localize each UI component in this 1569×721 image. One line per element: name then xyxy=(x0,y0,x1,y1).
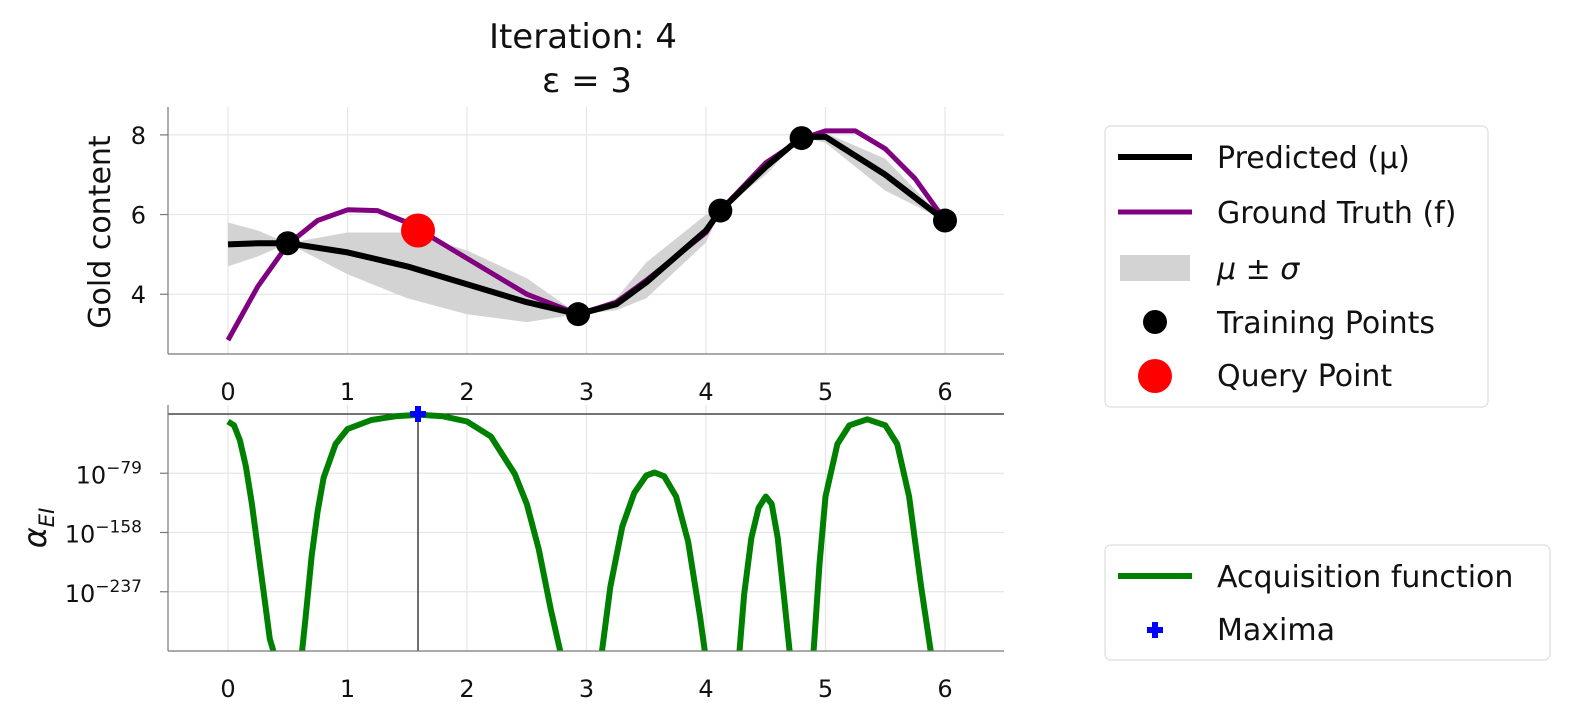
bottom-y-tick-label: 10−158 xyxy=(65,518,142,549)
acquisition-segment xyxy=(736,493,793,652)
top-x-tick-label: 1 xyxy=(340,378,355,406)
acquisition-function-line xyxy=(226,411,934,652)
acquisition-segment xyxy=(810,416,934,652)
acquisition-segment xyxy=(299,411,564,652)
legend-band-label: μ ± σ xyxy=(1216,252,1300,287)
uncertainty-band xyxy=(228,132,945,323)
top-y-tick-label: 8 xyxy=(131,122,146,150)
legend-query-label: Query Point xyxy=(1217,359,1392,394)
top-x-ticks: 0 1 2 3 4 5 6 xyxy=(220,378,952,406)
training-point xyxy=(933,208,957,233)
legend-acquisition-label: Acquisition function xyxy=(1217,560,1513,595)
top-x-tick-label: 3 xyxy=(579,378,594,406)
bottom-y-axis-label-main: α xyxy=(16,527,54,548)
legend-predicted-label: Predicted (μ) xyxy=(1217,141,1410,176)
tick-exponent: −237 xyxy=(95,577,142,597)
top-y-tick-label: 4 xyxy=(131,281,146,309)
legend-training-label: Training Points xyxy=(1216,306,1435,341)
tick-base: 10 xyxy=(65,580,96,608)
bottom-x-tick-label: 0 xyxy=(220,675,235,703)
bottom-x-tick-label: 6 xyxy=(937,675,952,703)
bottom-grid xyxy=(168,405,1004,651)
legend-maxima-label: Maxima xyxy=(1217,613,1335,648)
legend-ground-truth-label: Ground Truth (f) xyxy=(1217,196,1456,231)
legend-query-swatch xyxy=(1138,359,1172,393)
legend-training-swatch xyxy=(1143,310,1167,334)
bottom-x-tick-label: 2 xyxy=(459,675,474,703)
top-x-tick-label: 5 xyxy=(818,378,833,406)
bottom-y-tick-label: 10−79 xyxy=(76,458,142,489)
tick-base: 10 xyxy=(65,521,96,549)
tick-exponent: −79 xyxy=(106,458,142,478)
top-panel: 0 1 2 3 4 5 6 4 6 8 Gold content xyxy=(83,107,1004,406)
chart-title-line1: Iteration: 4 xyxy=(489,17,677,57)
query-point xyxy=(401,213,436,248)
legend-maxima-swatch xyxy=(1147,622,1163,638)
top-legend: Predicted (μ) Ground Truth (f) μ ± σ Tra… xyxy=(1104,125,1489,408)
bottom-x-tick-label: 1 xyxy=(340,675,355,703)
bottom-x-tick-label: 5 xyxy=(818,675,833,703)
training-points xyxy=(275,126,957,327)
acquisition-segment xyxy=(226,418,277,652)
maxima-marker xyxy=(410,406,427,422)
bottom-x-tick-label: 4 xyxy=(698,675,713,703)
training-point xyxy=(566,302,591,327)
training-point xyxy=(275,231,300,256)
bottom-x-ticks: 0 1 2 3 4 5 6 xyxy=(220,675,952,703)
bottom-y-axis-label-sub: EI xyxy=(35,508,59,527)
top-legend-frame xyxy=(1104,125,1489,408)
training-point xyxy=(708,198,733,223)
top-x-tick-label: 2 xyxy=(459,378,474,406)
bottom-y-axis-label: αEI xyxy=(16,508,59,549)
top-x-tick-label: 0 xyxy=(220,378,235,406)
training-point xyxy=(789,126,814,151)
top-y-tick-label: 6 xyxy=(131,202,146,230)
top-x-tick-label: 4 xyxy=(698,378,713,406)
bottom-legend: Acquisition function Maxima xyxy=(1104,544,1551,661)
legend-band-swatch xyxy=(1120,255,1190,281)
acquisition-segment xyxy=(599,469,708,652)
tick-exponent: −158 xyxy=(95,518,142,538)
top-y-axis-label: Gold content xyxy=(83,135,118,329)
bottom-x-tick-label: 3 xyxy=(579,675,594,703)
tick-base: 10 xyxy=(76,461,107,489)
top-x-tick-label: 6 xyxy=(937,378,952,406)
chart-title-line2: ε = 3 xyxy=(542,61,632,101)
top-y-ticks: 4 6 8 xyxy=(131,122,168,309)
bottom-legend-frame xyxy=(1104,544,1551,661)
bottom-y-tick-label: 10−237 xyxy=(65,577,142,608)
